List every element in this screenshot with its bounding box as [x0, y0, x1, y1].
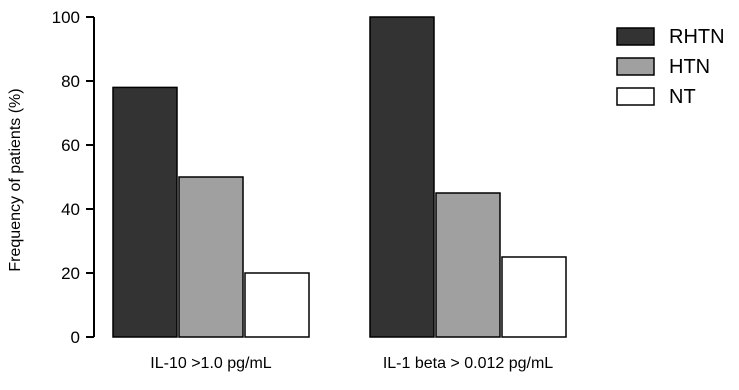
bar-rhtn-1 — [112, 86, 178, 338]
x-category-label: IL-1 beta > 0.012 pg/mL — [383, 355, 553, 372]
y-tick-label: 40 — [61, 200, 80, 219]
legend-swatch-rhtn — [616, 27, 655, 46]
bar-rhtn-2 — [369, 16, 435, 338]
bar-nt-1 — [244, 272, 310, 338]
y-tick-label: 100 — [52, 8, 80, 27]
y-tick-label: 0 — [71, 328, 80, 347]
plot-area: 0 20 40 60 80 100 IL-10 >1.0 pg/mL IL-1 beta > … — [52, 8, 567, 372]
legend: RHTN HTN NT — [616, 26, 725, 108]
y-axis-label: Frequency of patients (%) — [7, 88, 24, 271]
legend-swatch-htn — [616, 57, 655, 76]
x-category-label: IL-10 >1.0 pg/mL — [150, 355, 272, 372]
y-tick-label: 20 — [61, 264, 80, 283]
legend-swatch-nt — [616, 87, 655, 106]
bar-htn-2 — [435, 192, 501, 338]
y-tick-label: 80 — [61, 72, 80, 91]
bar-htn-1 — [178, 176, 244, 338]
y-tick-label: 60 — [61, 136, 80, 155]
legend-label-htn: HTN — [669, 56, 710, 78]
legend-label-nt: NT — [669, 86, 696, 108]
bar-nt-2 — [501, 256, 567, 338]
legend-label-rhtn: RHTN — [669, 26, 725, 48]
